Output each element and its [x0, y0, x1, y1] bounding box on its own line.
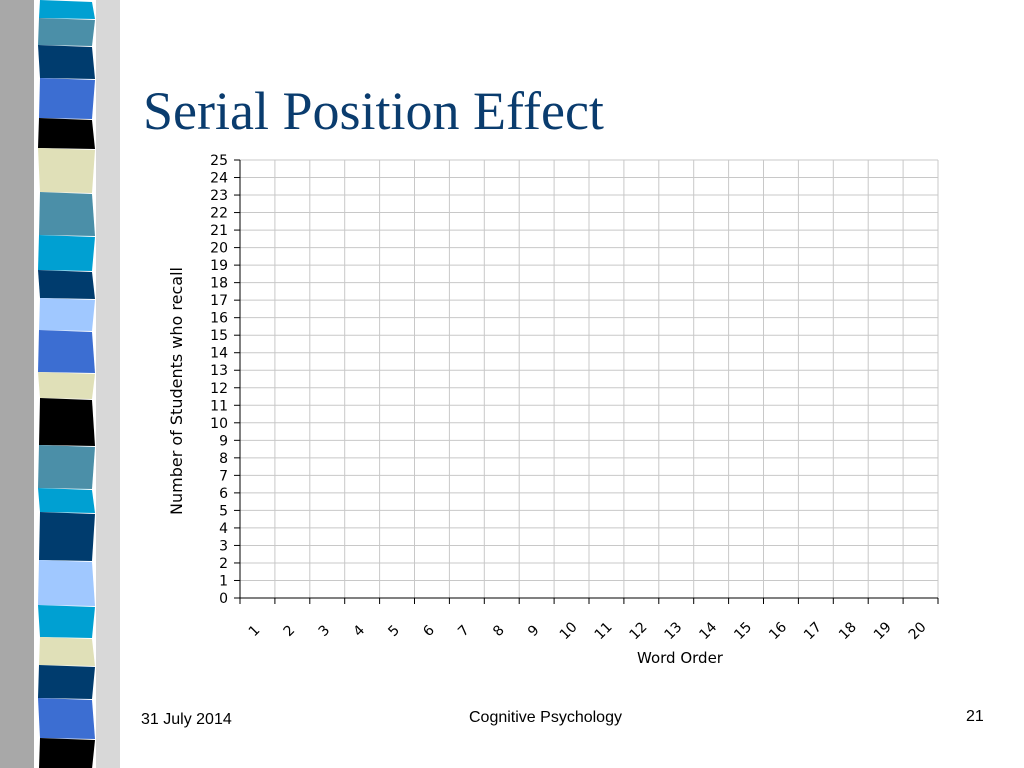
- y-tick-label: 24: [210, 171, 228, 187]
- strip-band: [38, 488, 95, 513]
- y-tick-label: 9: [219, 433, 228, 449]
- y-tick-label: 1: [219, 573, 228, 589]
- strip-band: [39, 192, 95, 236]
- y-tick-label: 20: [210, 241, 228, 257]
- y-tick-label: 18: [210, 276, 228, 292]
- y-tick-label: 7: [219, 468, 228, 484]
- strip-band: [39, 738, 95, 768]
- y-tick-label: 11: [210, 398, 228, 414]
- y-tick-label: 25: [210, 153, 228, 169]
- strip-band: [38, 372, 95, 399]
- strip-band: [39, 637, 95, 666]
- strip-band: [38, 605, 95, 638]
- strip-band: [38, 698, 95, 739]
- x-tick-label: 1: [246, 622, 264, 640]
- strip-band: [38, 560, 95, 606]
- x-tick-label: 6: [420, 622, 438, 640]
- x-axis-label: Word Order: [637, 649, 724, 667]
- strip-band: [38, 148, 95, 193]
- y-tick-label: 14: [210, 346, 228, 362]
- y-tick-label: 17: [210, 293, 228, 309]
- x-tick-label: 15: [731, 619, 755, 643]
- strip-band: [38, 270, 95, 299]
- x-tick-label: 18: [836, 619, 860, 643]
- x-tick-label: 16: [766, 619, 790, 643]
- y-tick-label: 22: [210, 206, 228, 222]
- x-axis-ticks: 1 2 3 4 5 6 7 8 9 10 11 12 13 14 15 16 17 18 19 20: [239, 598, 939, 643]
- strip-band: [38, 235, 95, 271]
- y-tick-label: 21: [210, 223, 228, 239]
- x-tick-label: 10: [557, 619, 581, 643]
- x-tick-label: 17: [801, 619, 825, 643]
- decorative-strip: [0, 0, 120, 768]
- x-tick-label: 3: [316, 622, 334, 640]
- y-axis-label: Number of Students who recall: [167, 267, 186, 515]
- y-tick-label: 6: [219, 486, 228, 502]
- chart-grid: [239, 159, 939, 599]
- y-tick-label: 4: [219, 521, 228, 537]
- x-tick-label: 8: [490, 622, 508, 640]
- chart: 0123456789101112131415161718192021222324…: [167, 153, 939, 667]
- y-tick-label: 12: [210, 381, 228, 397]
- strip-band: [38, 45, 95, 79]
- x-tick-label: 20: [906, 619, 930, 643]
- y-tick-label: 19: [210, 258, 228, 274]
- y-tick-label: 0: [219, 591, 228, 607]
- strip-band: [39, 0, 95, 19]
- x-tick-label: 13: [661, 619, 685, 643]
- y-tick-label: 10: [210, 416, 228, 432]
- x-tick-label: 4: [351, 622, 369, 640]
- y-tick-label: 2: [219, 556, 228, 572]
- strip-band: [38, 665, 95, 699]
- strip-band: [38, 118, 95, 149]
- y-tick-label: 8: [219, 451, 228, 467]
- strip-shadow: [0, 0, 34, 768]
- y-tick-label: 13: [210, 363, 228, 379]
- strip-band: [38, 18, 95, 46]
- x-tick-label: 19: [871, 619, 895, 643]
- x-tick-label: 2: [281, 622, 299, 640]
- x-tick-label: 14: [696, 619, 720, 643]
- strip-band: [38, 330, 95, 373]
- x-tick-label: 9: [525, 622, 543, 640]
- y-tick-label: 15: [210, 328, 228, 344]
- strip-shadow: [96, 0, 120, 768]
- slide-title: Serial Position Effect: [143, 81, 604, 141]
- strip-band: [39, 398, 95, 446]
- strip-band: [39, 78, 95, 119]
- strip-band: [39, 298, 95, 331]
- x-tick-label: 12: [627, 619, 651, 643]
- y-tick-label: 3: [219, 538, 228, 554]
- y-tick-label: 23: [210, 188, 228, 204]
- strip-band: [39, 512, 95, 561]
- x-tick-label: 5: [385, 622, 403, 640]
- page-number: 21: [966, 708, 984, 725]
- strip-band: [38, 445, 95, 489]
- y-axis-ticks: 0123456789101112131415161718192021222324…: [210, 153, 240, 607]
- y-tick-label: 5: [219, 503, 228, 519]
- x-tick-label: 7: [455, 622, 473, 640]
- footer-center-text: Cognitive Psychology: [469, 709, 622, 726]
- footer-date: 31 July 2014: [141, 711, 232, 728]
- x-tick-label: 11: [592, 619, 616, 643]
- y-tick-label: 16: [210, 311, 228, 327]
